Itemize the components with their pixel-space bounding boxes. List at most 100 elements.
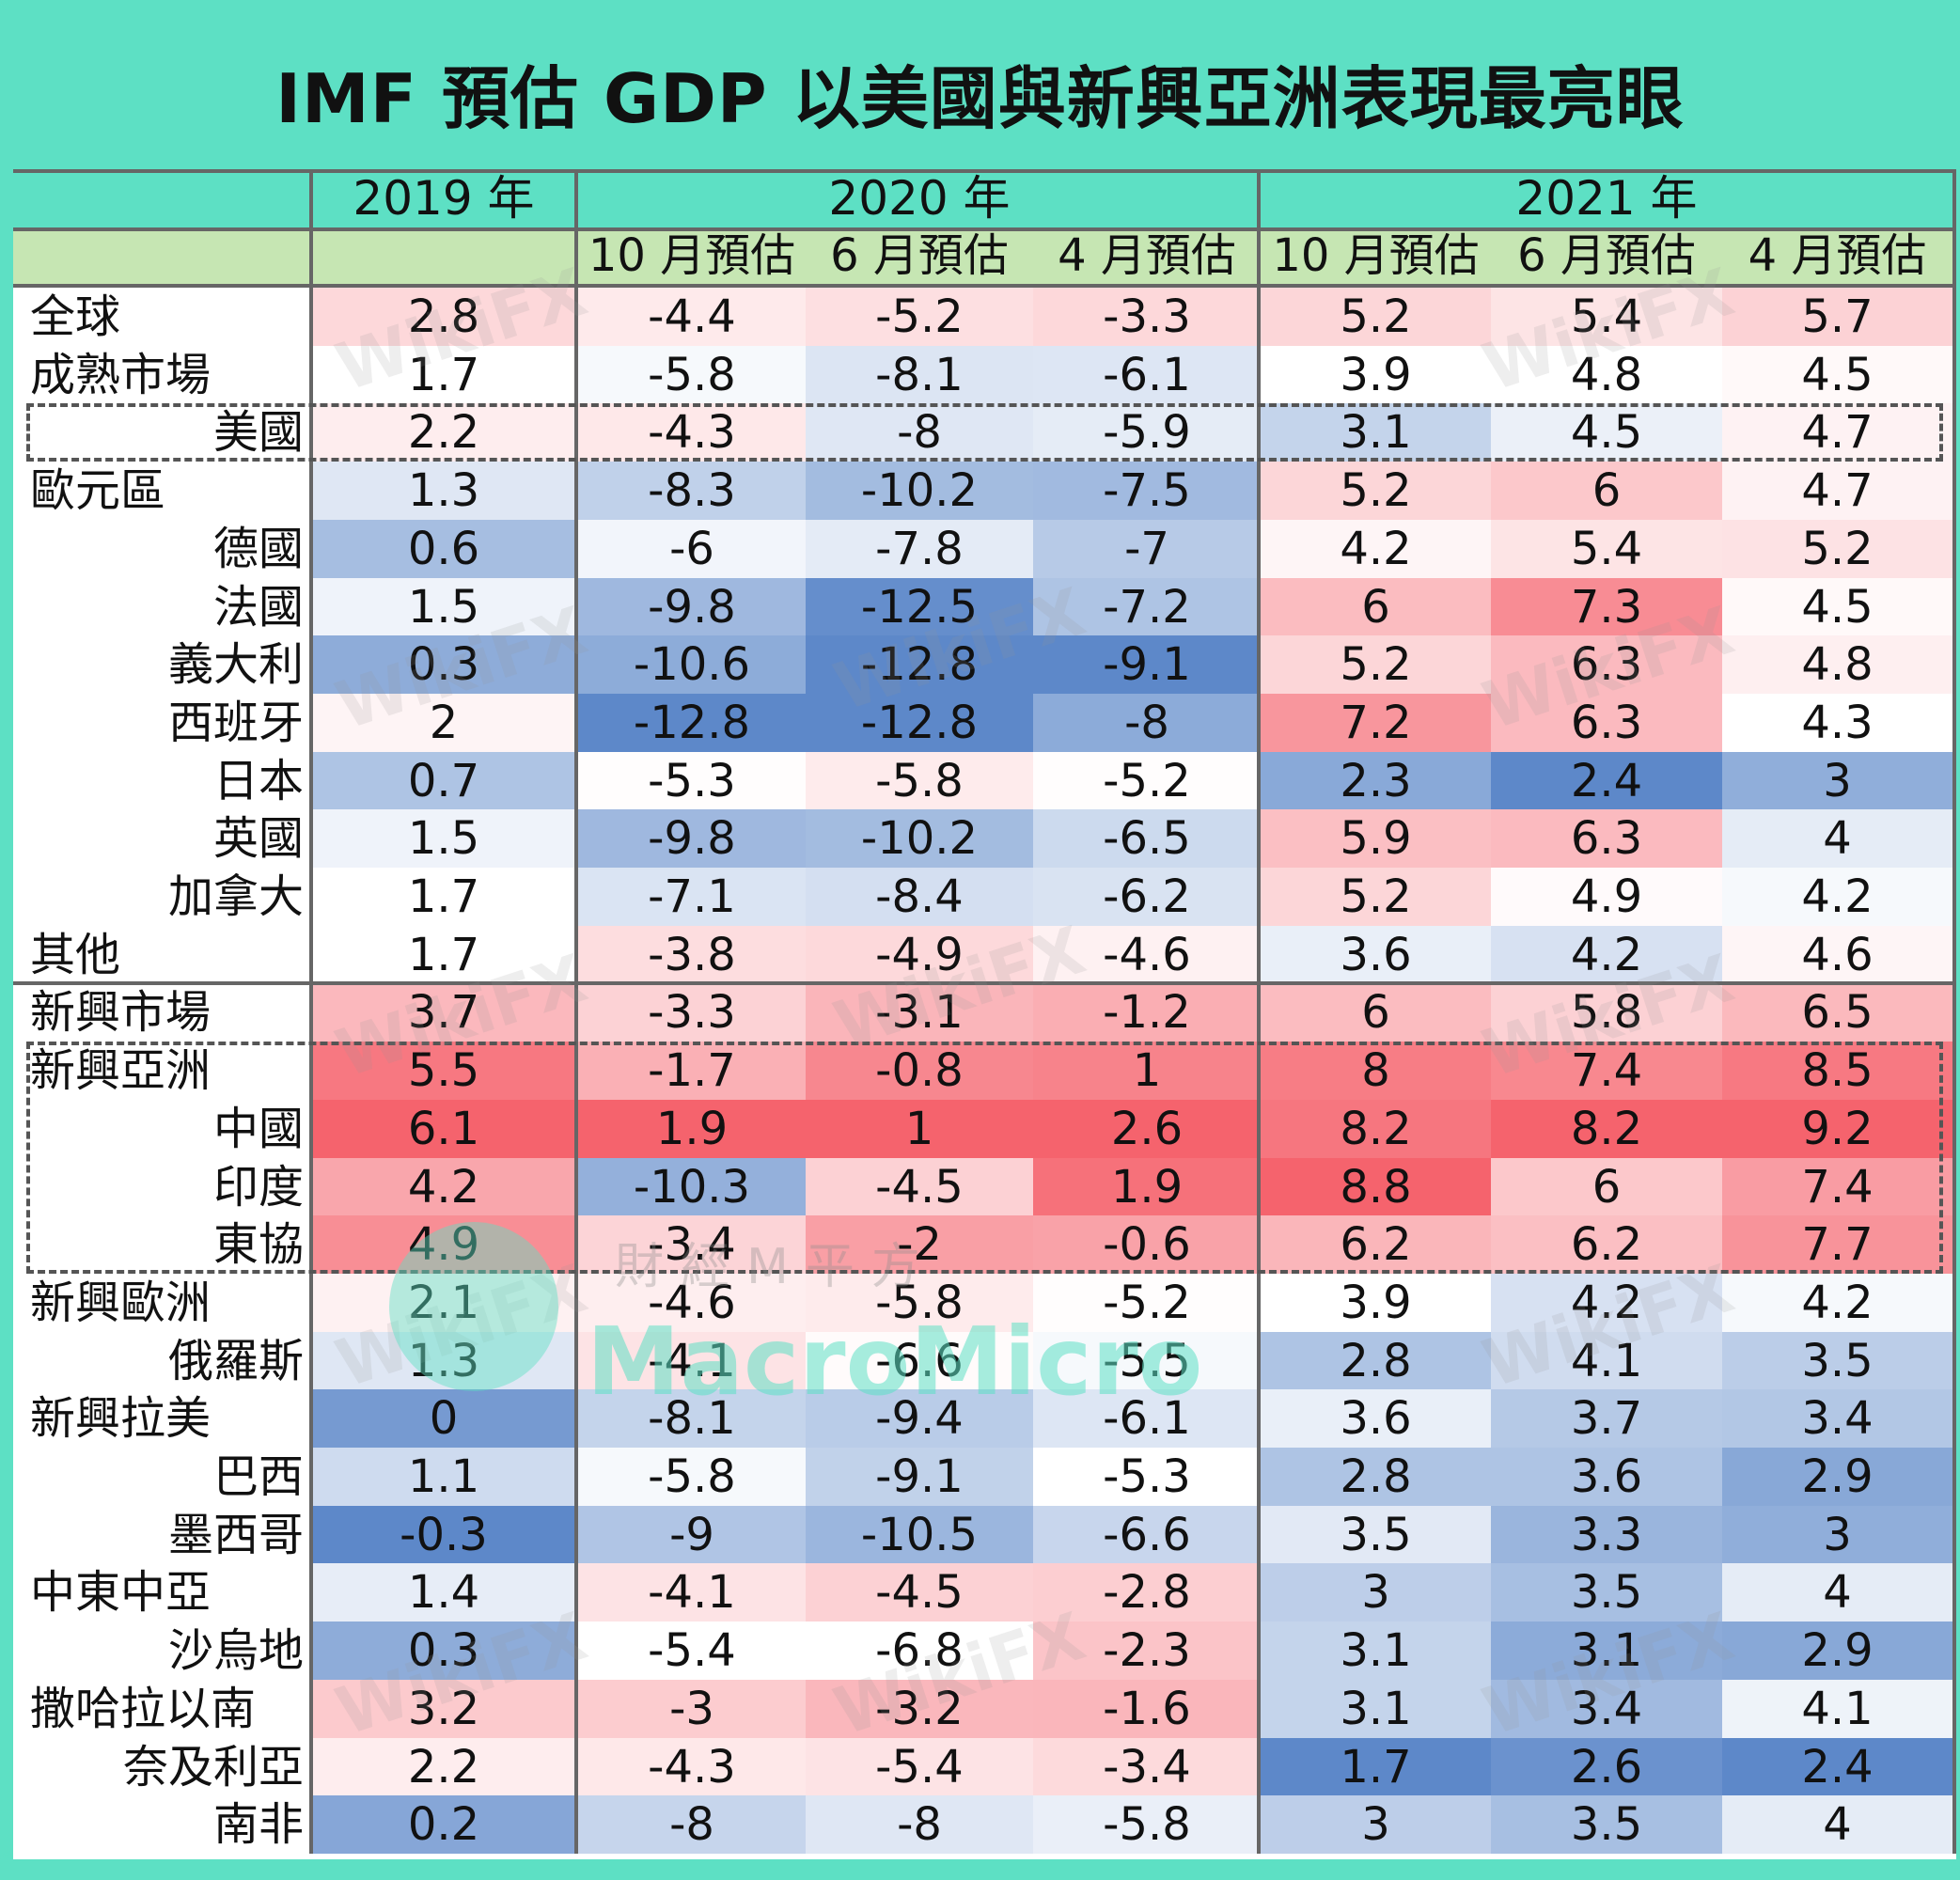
row-label: 新興亞洲 bbox=[13, 1042, 309, 1101]
value-cell: 0.3 bbox=[313, 635, 574, 695]
value-cell: 4 bbox=[1722, 1563, 1952, 1622]
value-cell: -3.3 bbox=[1033, 288, 1261, 346]
value-cell: 5.2 bbox=[1261, 635, 1491, 695]
value-cell: 4.7 bbox=[1722, 462, 1952, 521]
value-cell: -5.2 bbox=[1033, 1273, 1261, 1332]
value-cell: 1.7 bbox=[313, 925, 574, 984]
row-label: 其他 bbox=[13, 925, 309, 984]
row-label: 日本 bbox=[13, 751, 309, 810]
value-cell: 3.5 bbox=[1722, 1331, 1952, 1390]
row-label: 中國 bbox=[13, 1099, 309, 1158]
value-cell: 0.3 bbox=[313, 1622, 574, 1681]
value-cell: -1.6 bbox=[1033, 1679, 1261, 1738]
value-cell: 1.5 bbox=[313, 809, 574, 869]
row-label: 沙烏地 bbox=[13, 1622, 309, 1681]
value-cell: -8 bbox=[806, 1795, 1033, 1855]
value-cell: 3.4 bbox=[1722, 1389, 1952, 1449]
row-label: 新興歐洲 bbox=[13, 1273, 309, 1332]
value-cell: -5.2 bbox=[1033, 751, 1261, 810]
value-cell: 3.3 bbox=[1491, 1505, 1722, 1564]
value-cell: -7.2 bbox=[1033, 577, 1261, 636]
value-cell: 7.3 bbox=[1491, 577, 1722, 636]
value-cell: -10.6 bbox=[578, 635, 806, 695]
value-cell: -7 bbox=[1033, 519, 1261, 578]
value-cell: -5.8 bbox=[1033, 1795, 1261, 1855]
subheader-corner bbox=[13, 227, 309, 284]
value-cell: 1.9 bbox=[1033, 1157, 1261, 1216]
value-cell: 4.8 bbox=[1722, 635, 1952, 695]
value-cell: -9.1 bbox=[1033, 635, 1261, 695]
value-cell: -8 bbox=[806, 403, 1033, 462]
value-cell: -0.6 bbox=[1033, 1215, 1261, 1275]
value-cell: 5.5 bbox=[313, 1042, 574, 1101]
value-cell: -4.5 bbox=[806, 1157, 1033, 1216]
value-cell: 1 bbox=[806, 1099, 1033, 1158]
value-cell: -2.3 bbox=[1033, 1622, 1261, 1681]
value-cell: 1.1 bbox=[313, 1448, 574, 1506]
grid-hline bbox=[13, 169, 1956, 173]
value-cell: -0.8 bbox=[806, 1042, 1033, 1101]
forecast-column-header: 4 月預估 bbox=[1033, 227, 1261, 284]
value-cell: 5.2 bbox=[1261, 868, 1491, 926]
value-cell: 4.3 bbox=[1722, 693, 1952, 752]
value-cell: -3.1 bbox=[806, 983, 1033, 1042]
value-cell: 4.2 bbox=[1491, 925, 1722, 984]
value-cell: 2.9 bbox=[1722, 1448, 1952, 1506]
value-cell: 3.2 bbox=[313, 1679, 574, 1738]
grid-hline bbox=[13, 227, 1956, 231]
value-cell: 2.2 bbox=[313, 403, 574, 462]
row-label: 新興市場 bbox=[13, 983, 309, 1042]
value-cell: 5.8 bbox=[1491, 983, 1722, 1042]
value-cell: 1.3 bbox=[313, 1331, 574, 1390]
value-cell: -6.1 bbox=[1033, 1389, 1261, 1449]
value-cell: -3 bbox=[578, 1679, 806, 1738]
value-cell: -8.4 bbox=[806, 868, 1033, 926]
value-cell: 8.8 bbox=[1261, 1157, 1491, 1216]
row-label: 法國 bbox=[13, 577, 309, 636]
grid-hline bbox=[13, 284, 1956, 288]
value-cell: 2.1 bbox=[313, 1273, 574, 1332]
value-cell: 6.3 bbox=[1491, 635, 1722, 695]
value-cell: 4.1 bbox=[1491, 1331, 1722, 1390]
grid-hline bbox=[13, 981, 1956, 986]
row-label: 南非 bbox=[13, 1795, 309, 1855]
value-cell: 5.9 bbox=[1261, 809, 1491, 869]
value-cell: 4.9 bbox=[1491, 868, 1722, 926]
row-label: 歐元區 bbox=[13, 462, 309, 521]
value-cell: 3.6 bbox=[1261, 1389, 1491, 1449]
value-cell: -5.8 bbox=[578, 345, 806, 404]
year-header: 2020 年 bbox=[578, 169, 1261, 227]
row-label: 巴西 bbox=[13, 1448, 309, 1506]
value-cell: 3.9 bbox=[1261, 345, 1491, 404]
value-cell: 3.5 bbox=[1491, 1795, 1722, 1855]
value-cell: -6.6 bbox=[806, 1331, 1033, 1390]
value-cell: 4.1 bbox=[1722, 1679, 1952, 1738]
value-cell: 1.9 bbox=[578, 1099, 806, 1158]
value-cell: -8.1 bbox=[578, 1389, 806, 1449]
value-cell: 5.2 bbox=[1261, 288, 1491, 346]
value-cell: 4.7 bbox=[1722, 403, 1952, 462]
row-label: 中東中亞 bbox=[13, 1563, 309, 1622]
value-cell: -1.7 bbox=[578, 1042, 806, 1101]
row-label: 全球 bbox=[13, 288, 309, 346]
row-label: 美國 bbox=[13, 403, 309, 462]
forecast-column-header: 10 月預估 bbox=[1261, 227, 1491, 284]
value-cell: 4.2 bbox=[1491, 1273, 1722, 1332]
value-cell: 6 bbox=[1261, 983, 1491, 1042]
value-cell: 2.6 bbox=[1033, 1099, 1261, 1158]
value-cell: 3 bbox=[1261, 1563, 1491, 1622]
value-cell: 5.2 bbox=[1261, 462, 1491, 521]
value-cell: 2.9 bbox=[1722, 1622, 1952, 1681]
value-cell: 3.6 bbox=[1491, 1448, 1722, 1506]
value-cell: -8 bbox=[1033, 693, 1261, 752]
value-cell: 3 bbox=[1261, 1795, 1491, 1855]
value-cell: -4.9 bbox=[806, 925, 1033, 984]
value-cell: 9.2 bbox=[1722, 1099, 1952, 1158]
value-cell: -7.8 bbox=[806, 519, 1033, 578]
value-cell: -5.4 bbox=[806, 1737, 1033, 1796]
value-cell: 3 bbox=[1722, 1505, 1952, 1564]
value-cell: -5.2 bbox=[806, 288, 1033, 346]
value-cell: -0.3 bbox=[313, 1505, 574, 1564]
value-cell: 0.7 bbox=[313, 751, 574, 810]
value-cell: -4.6 bbox=[578, 1273, 806, 1332]
